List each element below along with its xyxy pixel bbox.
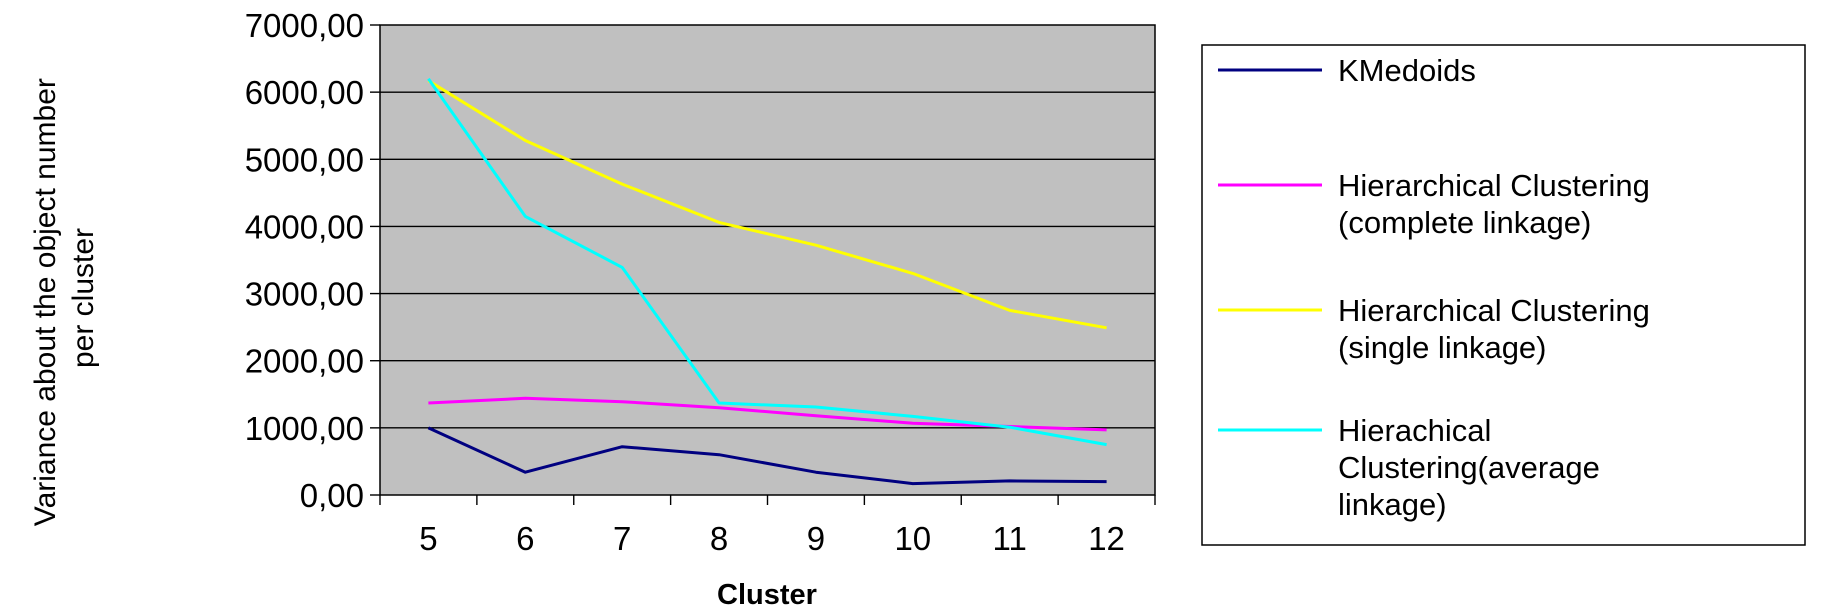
- y-tick-label-4: 4000,00: [245, 208, 364, 245]
- x-tick-label-5: 5: [419, 520, 437, 557]
- x-tick-label-6: 6: [516, 520, 534, 557]
- y-tick-label-1: 1000,00: [245, 410, 364, 447]
- x-tick-label-11: 11: [993, 520, 1027, 557]
- series-line-3: [427, 77, 1107, 447]
- legend-label-2: Hierarchical Clustering (single linkage): [1338, 293, 1650, 365]
- legend-label-2-line-1: (single linkage): [1338, 330, 1547, 365]
- legend-label-0: KMedoids: [1338, 53, 1476, 88]
- legend-label-3-line-1: Clustering(average: [1338, 450, 1600, 485]
- x-tick-label-9: 9: [807, 520, 825, 557]
- y-axis-title-line-1: Variance about the object number: [29, 78, 62, 526]
- legend-label-1: Hierarchical Clustering (complete linkage…: [1338, 168, 1650, 240]
- legend-label-1-line-1: (complete linkage): [1338, 205, 1591, 240]
- y-tick-label-0: 0,00: [300, 477, 364, 514]
- y-tick-label-5: 5000,00: [245, 141, 364, 178]
- y-tick-label-7: 7000,00: [245, 7, 364, 44]
- x-tick-label-7: 7: [613, 520, 631, 557]
- series-lines: [427, 77, 1107, 486]
- series-line-2: [427, 79, 1107, 330]
- y-axis-ticks: 0,00 1000,00 2000,00 3000,00 4000,00 5000,00 6…: [245, 7, 380, 514]
- legend-label-3-line-0: Hierachical: [1338, 413, 1491, 448]
- legend-label-0-line-0: KMedoids: [1338, 53, 1476, 88]
- x-tick-label-8: 8: [710, 520, 728, 557]
- y-axis-title-line-2: per cluster: [67, 228, 100, 368]
- y-tick-label-2: 2000,00: [245, 343, 364, 380]
- y-tick-label-3: 3000,00: [245, 276, 364, 313]
- x-tick-label-12: 12: [1088, 520, 1125, 557]
- legend-label-2-line-0: Hierarchical Clustering: [1338, 293, 1650, 328]
- legend-box: [1201, 44, 1806, 546]
- x-axis-ticks: 5 6 7 8 9 10 11 12: [379, 495, 1156, 557]
- y-tick-label-6: 6000,00: [245, 74, 364, 111]
- legend-label-1-line-0: Hierarchical Clustering: [1338, 168, 1650, 203]
- y-axis-title: Variance about the object number per clu…: [29, 70, 100, 526]
- x-axis-title: Cluster: [717, 579, 817, 611]
- series-line-0: [427, 426, 1107, 486]
- x-tick-label-10: 10: [894, 520, 931, 557]
- legend-label-3: Hierachical Clustering(average linkage): [1338, 413, 1600, 522]
- legend-label-3-line-2: linkage): [1338, 487, 1447, 522]
- plot-area: [379, 24, 1156, 496]
